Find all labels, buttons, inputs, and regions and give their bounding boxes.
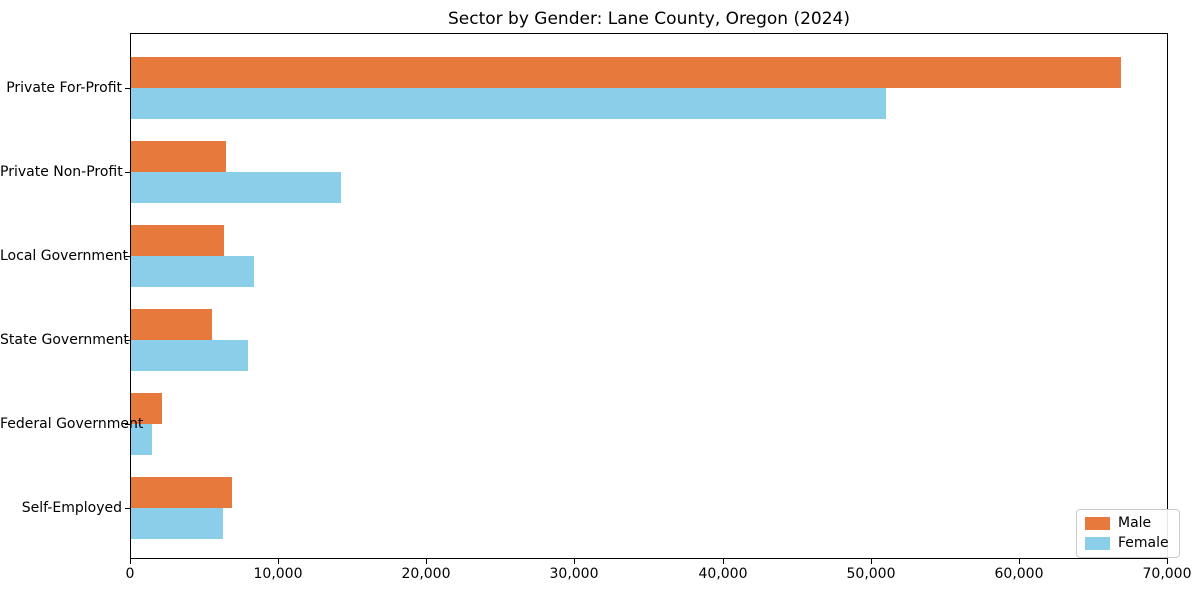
x-tick-mark: [130, 559, 131, 564]
x-tick-mark: [723, 559, 724, 564]
bar-male-private-for-profit: [131, 57, 1121, 88]
plot-area: [130, 33, 1168, 559]
y-tick-mark: [125, 424, 130, 425]
x-tick-mark: [871, 559, 872, 564]
legend-swatch-male: [1085, 517, 1110, 530]
legend-item-female: Female: [1085, 536, 1169, 551]
bar-female-private-non-profit: [131, 172, 341, 203]
bar-female-state-government: [131, 340, 248, 371]
legend: Male Female: [1076, 509, 1180, 558]
bar-female-federal-government: [131, 424, 152, 455]
y-tick-mark: [125, 172, 130, 173]
x-tick-label: 20,000: [401, 566, 451, 582]
x-tick-label: 60,000: [994, 566, 1044, 582]
x-tick-label: 50,000: [846, 566, 896, 582]
y-tick-mark: [125, 508, 130, 509]
x-tick-mark: [278, 559, 279, 564]
y-tick-mark: [125, 340, 130, 341]
y-category-label: Self-Employed: [21, 500, 122, 516]
y-category-label: State Government: [0, 332, 129, 348]
x-tick-label: 10,000: [253, 566, 303, 582]
bar-male-private-non-profit: [131, 141, 226, 172]
y-tick-mark: [125, 256, 130, 257]
x-tick-label: 40,000: [698, 566, 748, 582]
x-tick-label: 30,000: [549, 566, 599, 582]
bar-male-state-government: [131, 309, 212, 340]
legend-label-male: Male: [1118, 515, 1152, 531]
x-tick-mark: [426, 559, 427, 564]
y-tick-mark: [125, 88, 130, 89]
legend-item-male: Male: [1085, 516, 1169, 531]
bar-female-private-for-profit: [131, 88, 886, 119]
bar-male-local-government: [131, 225, 224, 256]
x-tick-label: 70,000: [1142, 566, 1192, 582]
x-tick-mark: [1019, 559, 1020, 564]
x-tick-mark: [574, 559, 575, 564]
bar-female-local-government: [131, 256, 254, 287]
y-category-label: Private For-Profit: [6, 80, 122, 96]
bar-female-self-employed: [131, 508, 223, 539]
chart-title: Sector by Gender: Lane County, Oregon (2…: [447, 9, 851, 29]
y-category-label: Federal Government: [0, 416, 144, 432]
bar-male-federal-government: [131, 393, 162, 424]
legend-label-female: Female: [1118, 535, 1169, 551]
y-category-label: Local Government: [0, 248, 129, 264]
x-tick-label: 0: [125, 566, 135, 582]
bar-male-self-employed: [131, 477, 232, 508]
x-tick-mark: [1167, 559, 1168, 564]
legend-swatch-female: [1085, 537, 1110, 550]
y-category-label: Private Non-Profit: [0, 164, 123, 180]
